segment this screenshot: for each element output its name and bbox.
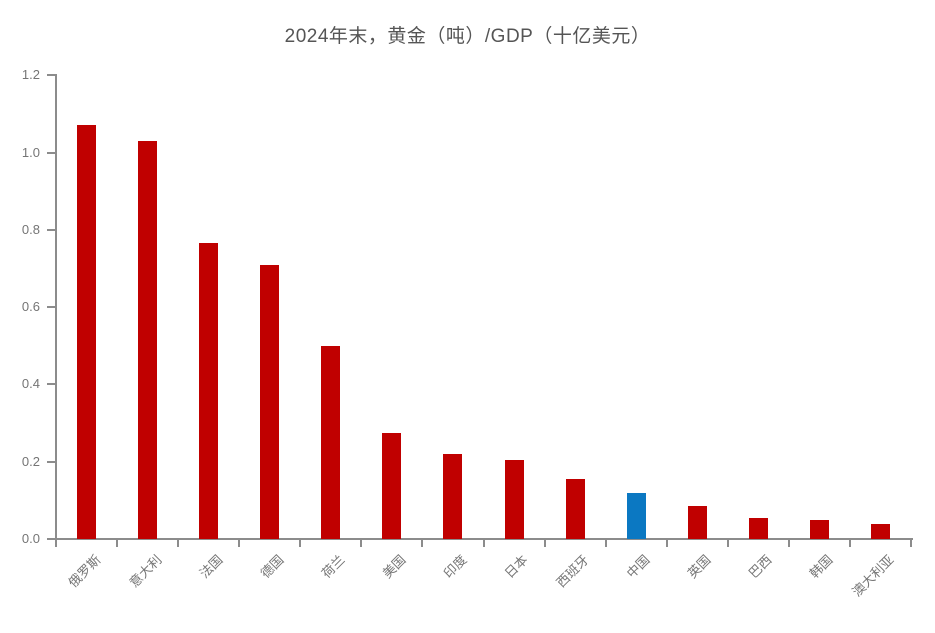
x-tick-label: 俄罗斯 xyxy=(64,552,104,591)
y-axis-tick xyxy=(47,151,55,154)
x-axis-tick xyxy=(116,540,119,547)
x-tick-label: 西班牙 xyxy=(553,552,592,591)
bar-中国 xyxy=(627,493,646,539)
x-axis-tick xyxy=(787,540,790,547)
y-tick-label: 0.0 xyxy=(21,531,40,546)
x-tick-label: 德国 xyxy=(257,552,287,582)
y-axis-tick xyxy=(47,383,55,386)
y-tick-label: 0.2 xyxy=(21,453,40,469)
x-axis-tick xyxy=(177,540,180,547)
bar-俄罗斯 xyxy=(77,125,96,539)
x-axis-tick xyxy=(910,540,912,547)
x-axis-tick xyxy=(421,540,424,547)
bar-荷兰 xyxy=(321,346,340,539)
y-axis-tick xyxy=(47,460,55,463)
y-tick-label: 1.2 xyxy=(21,67,40,83)
x-tick-label: 印度 xyxy=(440,552,470,582)
x-tick-label: 澳大利亚 xyxy=(849,552,898,600)
bar-西班牙 xyxy=(566,479,585,539)
y-tick-label: 0.6 xyxy=(21,299,40,315)
bar-德国 xyxy=(260,265,279,539)
chart-title: 2024年末，黄金（吨）/GDP（十亿美元） xyxy=(284,26,651,47)
x-tick-label: 韩国 xyxy=(807,552,837,582)
bar-美国 xyxy=(382,433,401,539)
bar-澳大利亚 xyxy=(871,524,890,539)
y-axis-line xyxy=(55,74,57,541)
x-axis-tick xyxy=(299,540,302,547)
x-tick-label: 中国 xyxy=(623,552,653,582)
x-axis-tick xyxy=(604,540,607,547)
y-tick-label: 1.0 xyxy=(21,144,40,160)
bar-法国 xyxy=(199,243,218,539)
y-tick-label: 0.4 xyxy=(21,376,40,392)
y-axis-tick xyxy=(47,306,55,309)
bar-英国 xyxy=(688,506,707,539)
x-axis-tick xyxy=(55,540,57,547)
x-axis-line xyxy=(55,538,913,540)
x-tick-label: 荷兰 xyxy=(318,552,348,582)
bar-印度 xyxy=(443,454,462,539)
x-tick-label: 美国 xyxy=(379,552,409,582)
x-tick-label: 英国 xyxy=(684,552,714,582)
bar-意大利 xyxy=(138,141,157,539)
y-axis-tick xyxy=(47,228,55,231)
x-axis-tick xyxy=(848,540,851,547)
bar-韩国 xyxy=(810,520,829,539)
x-axis-tick xyxy=(726,540,729,547)
x-tick-label: 巴西 xyxy=(745,552,775,582)
bar-巴西 xyxy=(749,518,768,539)
y-axis-tick xyxy=(47,74,55,77)
x-tick-label: 日本 xyxy=(501,552,531,582)
x-axis-tick xyxy=(238,540,241,547)
x-axis-tick xyxy=(665,540,668,547)
x-axis-tick xyxy=(360,540,363,547)
bar-日本 xyxy=(505,460,524,539)
x-axis-tick xyxy=(543,540,546,547)
x-tick-label: 意大利 xyxy=(126,552,165,591)
x-tick-label: 法国 xyxy=(196,552,226,582)
y-axis-tick xyxy=(47,538,55,540)
y-tick-label: 0.8 xyxy=(21,221,40,237)
x-axis-tick xyxy=(482,540,485,547)
